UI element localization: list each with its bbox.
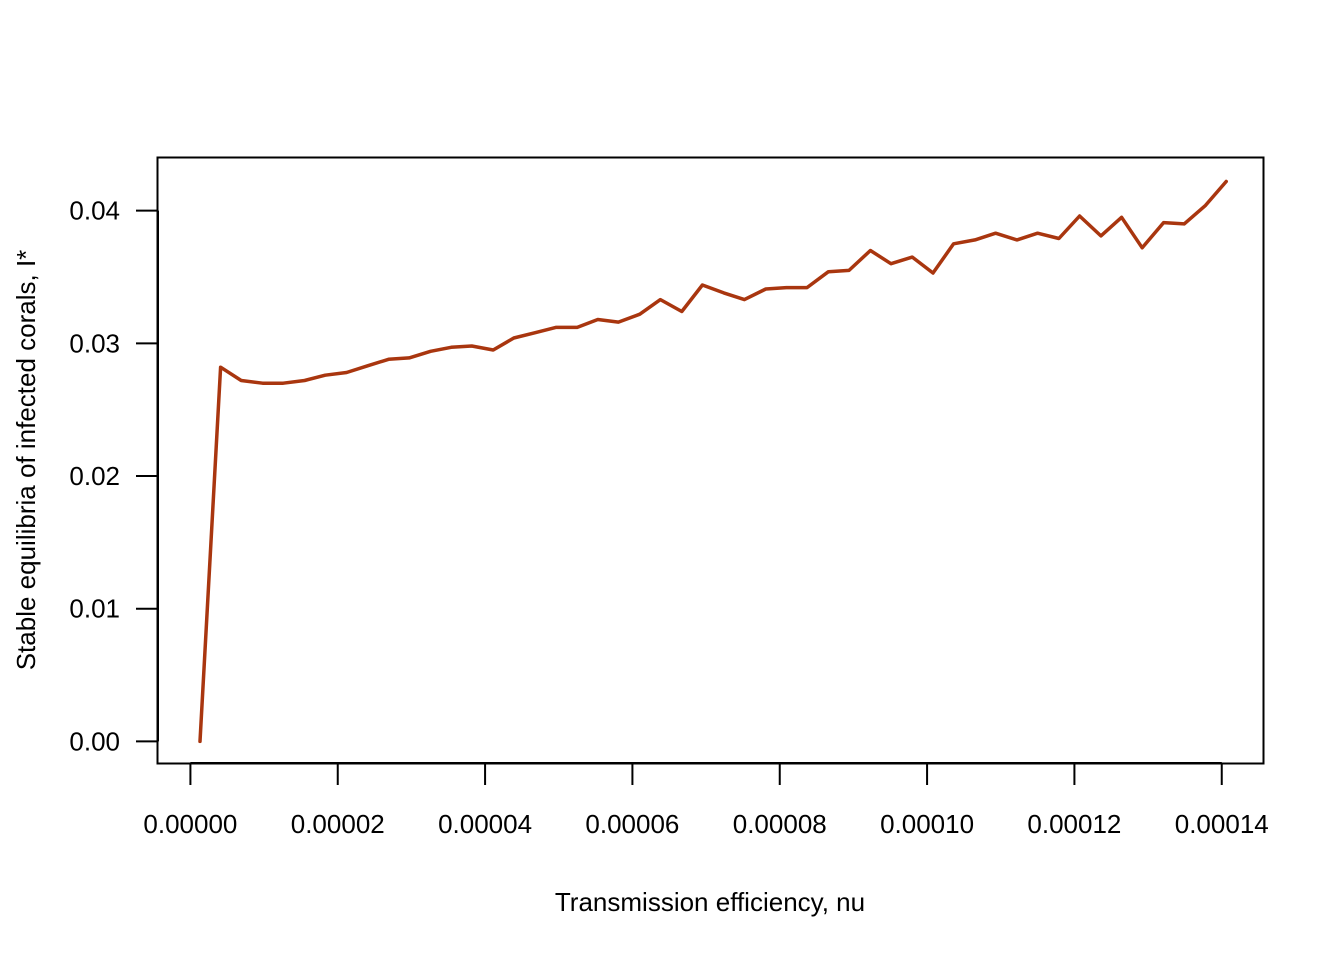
series-line: [198, 179, 1228, 744]
y-axis-title: Stable equilibria of infected corals, I*: [11, 250, 41, 671]
x-tick-label: 0.00012: [1027, 809, 1121, 839]
y-tick-label: 0.01: [69, 594, 120, 624]
x-axis: 0.00000 0.00002 0.00004 0.00006 0.00008 0.000…: [143, 762, 1269, 839]
x-tick-label: 0.00008: [733, 809, 827, 839]
plot-frame: [156, 156, 1265, 765]
x-tick-label: 0.00000: [143, 809, 237, 839]
y-tick-label: 0.03: [69, 328, 120, 358]
x-tick-label: 0.00010: [880, 809, 974, 839]
x-tick-label: 0.00004: [438, 809, 532, 839]
y-tick-label: 0.04: [69, 196, 120, 226]
x-tick-label: 0.00006: [585, 809, 679, 839]
x-tick-label: 0.00002: [291, 809, 385, 839]
y-axis: 0.00 0.01 0.02 0.03 0.04: [69, 196, 159, 756]
x-tick-label: 0.00014: [1175, 809, 1269, 839]
y-tick-label: 0.00: [69, 726, 120, 756]
x-axis-title: Transmission efficiency, nu: [555, 887, 865, 917]
y-tick-label: 0.02: [69, 461, 120, 491]
series-layer: [198, 179, 1228, 744]
